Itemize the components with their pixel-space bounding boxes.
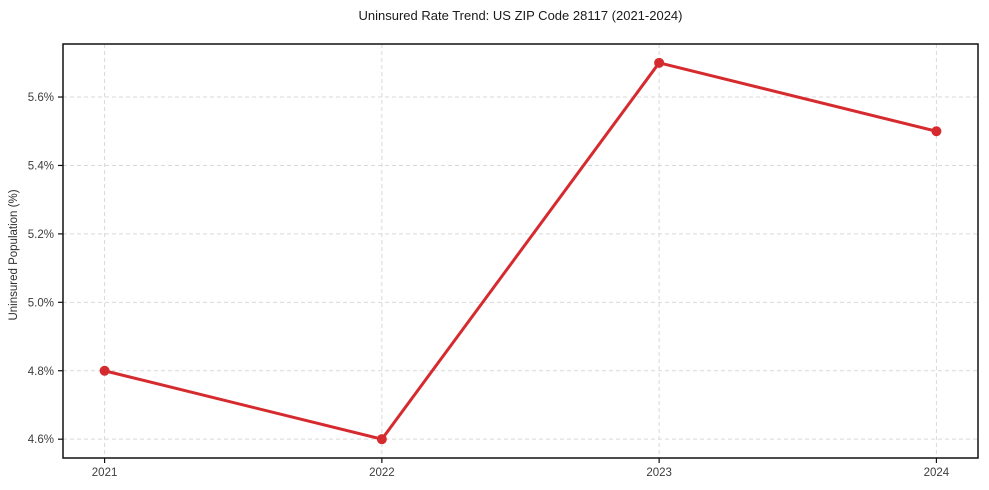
plot-border (62, 43, 979, 459)
data-point-marker (654, 57, 665, 68)
y-tick-label: 5.2% (28, 229, 54, 241)
x-tick-label: 2021 (92, 467, 118, 479)
data-point-marker (376, 434, 387, 445)
x-tick-label: 2022 (369, 467, 395, 479)
trend-line (103, 61, 938, 441)
y-tick-label: 5.6% (28, 92, 54, 104)
y-tick-label: 4.8% (28, 366, 54, 378)
chart-title: Uninsured Rate Trend: US ZIP Code 28117 … (358, 8, 683, 23)
y-tick-label: 5.0% (28, 297, 54, 309)
y-tick-label: 5.4% (28, 160, 54, 172)
y-tick-label: 4.6% (28, 434, 54, 446)
data-point-marker (99, 365, 110, 376)
data-point-marker (931, 126, 942, 137)
x-tick-label: 2024 (924, 467, 950, 479)
x-tick-label: 2023 (646, 467, 672, 479)
